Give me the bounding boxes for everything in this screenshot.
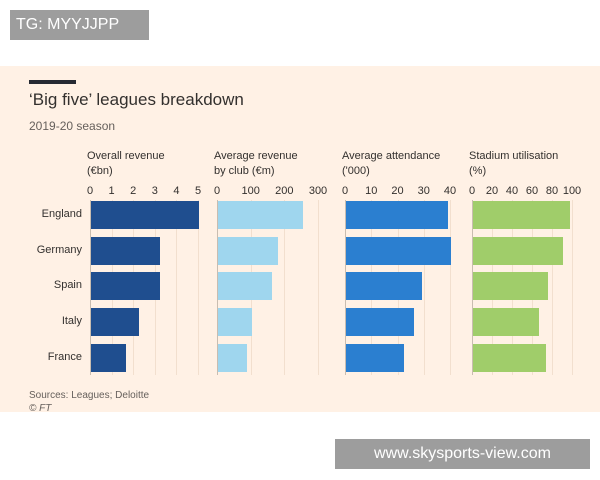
bar-overall-revenue-italy	[91, 308, 139, 336]
bar-stadium-utilisation-france	[473, 344, 546, 372]
panel-title-line: Overall revenue	[87, 150, 165, 162]
bar-average-attendance-spain	[346, 272, 423, 300]
panel-title-average-attendance: Average attendance ('000)	[342, 149, 440, 179]
chart-subtitle: 2019-20 season	[29, 119, 116, 133]
gridline	[450, 200, 451, 375]
bar-average-revenue-by-club-france	[218, 344, 247, 372]
bar-overall-revenue-spain	[91, 272, 161, 300]
bar-average-revenue-by-club-germany	[218, 237, 278, 265]
axis-tick-label: 100	[562, 185, 582, 197]
axis-tick-label: 0	[86, 185, 94, 197]
bar-average-revenue-by-club-england	[218, 201, 304, 229]
bar-average-attendance-italy	[346, 308, 415, 336]
panel-title-line: Average revenue	[214, 150, 298, 162]
panel-title-average-revenue-by-club: Average revenue by club (€m)	[214, 149, 298, 179]
axis-line	[217, 200, 218, 375]
axis-tick-label: 3	[151, 185, 158, 197]
axis-tick-label: 20	[485, 185, 499, 197]
axis-tick-label: 0	[468, 185, 476, 197]
bar-stadium-utilisation-spain	[473, 272, 548, 300]
panel-title-line: Stadium utilisation	[469, 150, 559, 162]
row-label-germany: Germany	[36, 244, 82, 256]
bar-average-revenue-by-club-italy	[218, 308, 252, 336]
axis-tick-label: 1	[108, 185, 115, 197]
panel-title-line: ('000)	[342, 165, 370, 177]
row-label-italy: Italy	[61, 315, 82, 327]
gridline	[423, 200, 425, 375]
bar-average-revenue-by-club-spain	[218, 272, 272, 300]
gridline	[318, 200, 319, 375]
row-label-spain: Spain	[53, 279, 82, 291]
chart-source: Sources: Leagues; Deloitte	[29, 390, 150, 401]
bar-stadium-utilisation-italy	[473, 308, 539, 336]
bar-overall-revenue-england	[91, 201, 199, 229]
gridline	[552, 200, 553, 375]
axis-tick-label: 80	[545, 185, 559, 197]
axis-tick-label: 60	[525, 185, 539, 197]
panel-title-overall-revenue: Overall revenue (€bn)	[87, 149, 165, 179]
panel-title-line: (€bn)	[87, 165, 113, 177]
row-label-france: France	[47, 351, 82, 363]
bar-average-attendance-france	[346, 344, 404, 372]
panel-title-stadium-utilisation: Stadium utilisation (%)	[469, 149, 558, 179]
axis-line	[472, 200, 473, 375]
bar-average-attendance-germany	[346, 237, 451, 265]
gridline	[198, 200, 199, 375]
axis-tick-label: 100	[241, 185, 260, 197]
axis-tick-label: 20	[391, 185, 404, 197]
gridline	[572, 200, 573, 375]
bar-overall-revenue-germany	[91, 237, 161, 265]
axis-tick-label: 0	[213, 185, 221, 197]
axis-line	[345, 200, 346, 375]
bar-overall-revenue-france	[91, 344, 126, 372]
axis-tick-label: 40	[443, 185, 457, 197]
axis-tick-label: 4	[173, 185, 180, 197]
axis-line	[90, 200, 91, 375]
axis-tick-label: 10	[365, 185, 378, 197]
axis-tick-label: 200	[275, 185, 294, 197]
watermark-bottom: www.skysports-view.com	[335, 439, 590, 469]
gridline	[284, 200, 286, 375]
watermark-top: TG: MYYJJPP	[10, 10, 149, 40]
panel-title-line: by club (€m)	[214, 165, 275, 177]
chart-title: ‘Big five’ leagues breakdown	[29, 90, 244, 109]
panel-title-line: Average attendance	[342, 150, 441, 162]
bar-stadium-utilisation-england	[473, 201, 570, 229]
panel-title-line: (%)	[469, 165, 487, 177]
axis-tick-label: 5	[194, 185, 202, 197]
axis-tick-label: 30	[417, 185, 430, 197]
row-label-england: England	[41, 208, 82, 220]
axis-tick-label: 2	[130, 185, 137, 197]
title-rule	[29, 80, 76, 84]
bar-stadium-utilisation-germany	[473, 237, 563, 265]
axis-tick-label: 40	[505, 185, 519, 197]
bar-average-attendance-england	[346, 201, 449, 229]
axis-tick-label: 300	[308, 185, 328, 197]
gridline	[176, 200, 178, 375]
axis-tick-label: 0	[341, 185, 349, 197]
chart-credit: © FT	[29, 403, 52, 414]
